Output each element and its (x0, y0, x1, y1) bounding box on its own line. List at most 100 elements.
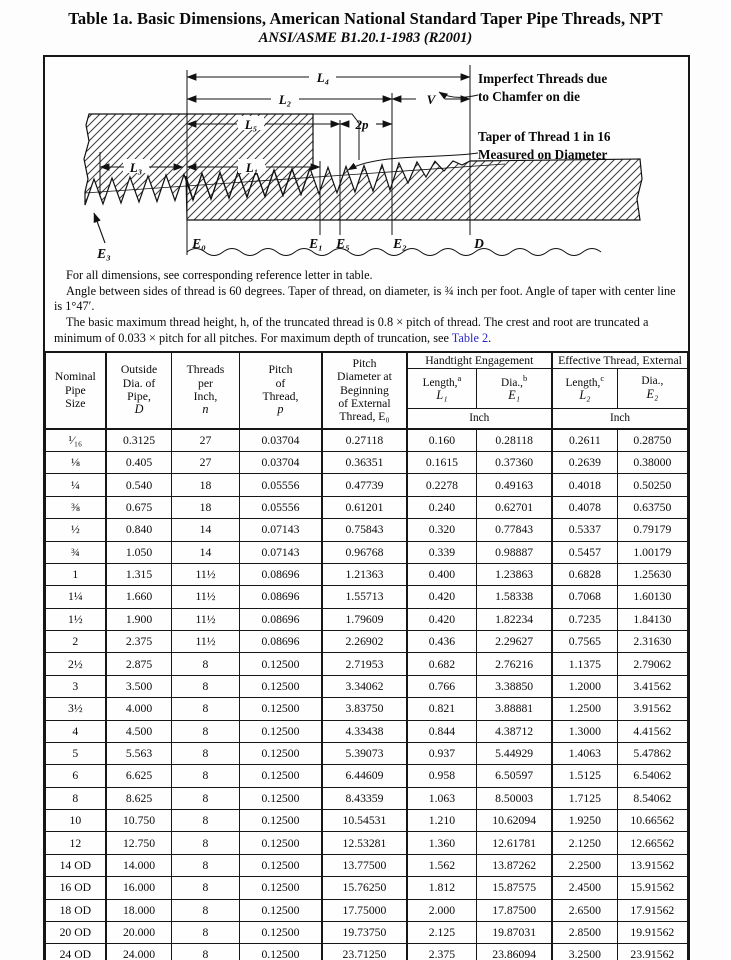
value-cell: 0.339 (405, 540, 478, 564)
title-block: Table 1a. Basic Dimensions, American Nat… (0, 9, 731, 47)
column-header-3: Pitch of Thread, p (238, 351, 323, 430)
plane-label-e0: E₀ (191, 236, 206, 251)
dimensions-table: Nominal Pipe Size Outside Dia. of Pipe, D Threa… (44, 350, 689, 960)
value-cell: 2.875 (104, 652, 173, 676)
pipe-bore-break-line (186, 248, 602, 256)
value-cell: 6.625 (104, 764, 173, 788)
value-cell: 1.360 (405, 831, 478, 855)
value-cell: 0.12500 (238, 920, 323, 945)
value-cell: 8 (171, 697, 240, 721)
value-cell: 1.562 (405, 853, 478, 878)
sub-header-1-1: Dia., E₂ (616, 367, 689, 409)
table-row: 16 OD 16.000 8 0.12500 15.76250 1.812 15.87575… (44, 876, 689, 900)
pipe-size-cell: ½ (44, 518, 107, 542)
dim-label-l1: L₁ (245, 160, 258, 175)
pipe-size-cell: 24 OD (44, 943, 107, 960)
value-cell: 11½ (171, 607, 240, 632)
value-cell: 1.9250 (550, 809, 618, 833)
value-cell: 17.75000 (321, 898, 408, 922)
table-row: ¼ 0.540 18 0.05556 0.47739 0.2278 0.49163 0.401… (44, 473, 689, 497)
pipe-size-cell: 18 OD (44, 898, 107, 922)
value-cell: 4.41562 (616, 719, 689, 743)
value-cell: 0.12500 (238, 652, 323, 676)
value-cell: 0.540 (104, 473, 173, 497)
pipe-size-cell: 16 OD (44, 876, 107, 900)
table-2-link[interactable]: Table 2 (451, 330, 489, 345)
value-cell: 8 (171, 853, 240, 878)
value-cell: 0.5337 (550, 518, 618, 542)
value-cell: 0.2639 (550, 451, 618, 475)
value-cell: 27 (171, 428, 240, 453)
value-cell: 27 (171, 451, 240, 475)
value-cell: 8 (171, 764, 240, 788)
dimension-lines (186, 73, 471, 103)
value-cell: 23.91562 (616, 943, 689, 960)
value-cell: 0.27118 (321, 428, 408, 453)
plane-label-e2: E₂ (392, 236, 407, 251)
pipe-size-cell: 2 (44, 630, 107, 654)
value-cell: 0.420 (405, 585, 478, 609)
taper-reference-line (84, 163, 506, 194)
value-cell: 1.5125 (550, 764, 618, 788)
dim-label-l5: L₅ (244, 117, 257, 132)
thread-diagram: L₄ L₂ V L₅ 2p L₃ L₁ E₀ E₁ E₅ E₂ D E₃ Imp… (45, 57, 688, 267)
value-cell: 4.38712 (476, 719, 553, 743)
value-cell: 0.7068 (550, 585, 618, 609)
column-header-2: Threads per Inch, n (171, 351, 240, 430)
value-cell: 0.958 (405, 764, 478, 788)
pipe-size-cell: 5 (44, 741, 107, 766)
value-cell: 0.38000 (616, 451, 689, 475)
table-row: 3 3.500 8 0.12500 3.34062 0.766 3.38850 1.2000 3… (44, 674, 689, 699)
value-cell: 18 (171, 495, 240, 520)
value-cell: 0.2611 (550, 428, 618, 453)
value-cell: 4.000 (104, 697, 173, 721)
value-cell: 0.05556 (238, 473, 323, 497)
value-cell: 8.625 (104, 786, 173, 811)
value-cell: 6.54062 (616, 764, 689, 788)
value-cell: 19.87031 (476, 920, 553, 945)
value-cell: 1.60130 (616, 585, 689, 609)
value-cell: 6.44609 (321, 764, 408, 788)
value-cell: 12.750 (104, 831, 173, 855)
value-cell: 17.91562 (616, 898, 689, 922)
note-paragraph-2: Angle between sides of thread is 60 degr… (54, 283, 676, 314)
table-row: 5 5.563 8 0.12500 5.39073 0.937 5.44929 1.4063 5… (44, 741, 689, 766)
value-cell: 1.315 (104, 562, 173, 587)
value-cell: 2.76216 (476, 652, 553, 676)
table-row: 8 8.625 8 0.12500 8.43359 1.063 8.50003 1.7125 8… (44, 786, 689, 811)
value-cell: 8 (171, 786, 240, 811)
value-cell: 2.000 (405, 898, 478, 922)
value-cell: 1.21363 (321, 562, 408, 587)
value-cell: 8 (171, 719, 240, 743)
value-cell: 14 (171, 540, 240, 564)
value-cell: 4.500 (104, 719, 173, 743)
value-cell: 0.240 (405, 495, 478, 520)
table-row: ¾ 1.050 14 0.07143 0.96768 0.339 0.98887 0.5457… (44, 540, 689, 564)
sub-header-0-1: Dia.,b E₁ (476, 367, 553, 409)
value-cell: 0.840 (104, 518, 173, 542)
table-row: 20 OD 20.000 8 0.12500 19.73750 2.125 19.87031… (44, 920, 689, 945)
value-cell: 8.50003 (476, 786, 553, 811)
value-cell: 0.12500 (238, 674, 323, 699)
value-cell: 15.76250 (321, 876, 408, 900)
table-row: 12 12.750 8 0.12500 12.53281 1.360 12.61781 2.1… (44, 831, 689, 855)
value-cell: 0.08696 (238, 585, 323, 609)
pipe-size-cell: 1 (44, 562, 107, 587)
value-cell: 0.12500 (238, 898, 323, 922)
value-cell: 0.05556 (238, 495, 323, 520)
table-row: ⅛ 0.405 27 0.03704 0.36351 0.1615 0.37360 0.263… (44, 451, 689, 475)
pipe-size-cell: 1½ (44, 607, 107, 632)
column-header-0: Nominal Pipe Size (44, 351, 107, 430)
value-cell: 5.563 (104, 741, 173, 766)
imperfect-threads-leader (438, 91, 479, 100)
value-cell: 0.4018 (550, 473, 618, 497)
value-cell: 1.812 (405, 876, 478, 900)
value-cell: 8 (171, 652, 240, 676)
group-header-1: Effective Thread, External (551, 351, 688, 369)
pipe-size-cell: 8 (44, 786, 107, 811)
content-box: L₄ L₂ V L₅ 2p L₃ L₁ E₀ E₁ E₅ E₂ D E₃ Imp… (43, 55, 690, 960)
value-cell: 2.8500 (550, 920, 618, 945)
value-cell: 1.3000 (550, 719, 618, 743)
value-cell: 2.375 (104, 630, 173, 654)
